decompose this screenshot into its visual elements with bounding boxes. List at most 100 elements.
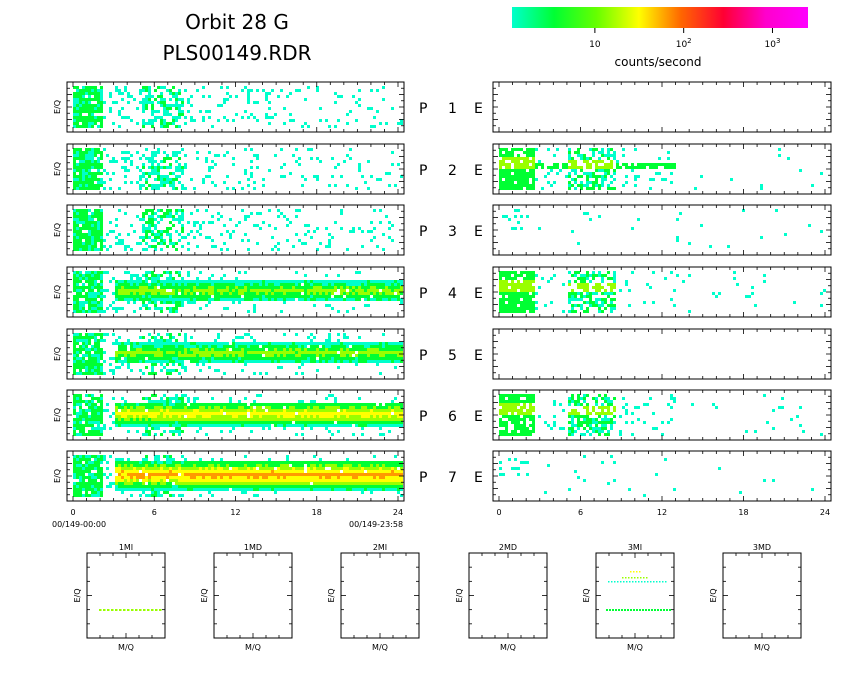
- heatmap-cell: [115, 298, 118, 301]
- heatmap-cell: [181, 301, 184, 304]
- heatmap-cell: [394, 357, 397, 360]
- heatmap-cell: [151, 215, 154, 218]
- heatmap-cell: [121, 286, 124, 289]
- heatmap-cell: [94, 412, 97, 415]
- heatmap-cell: [175, 430, 178, 433]
- heatmap-cell: [355, 187, 358, 190]
- heatmap-cell: [175, 107, 178, 110]
- heatmap-cell: [142, 467, 145, 470]
- heatmap-cell: [262, 473, 265, 476]
- heatmap-cell: [214, 163, 217, 166]
- heatmap-cell: [229, 470, 232, 473]
- heatmap-cell: [94, 409, 97, 412]
- heatmap-cell: [388, 283, 391, 286]
- heatmap-cell: [130, 464, 133, 467]
- heatmap-cell: [100, 351, 103, 354]
- heatmap-cell: [214, 245, 217, 248]
- heatmap-cell: [316, 412, 319, 415]
- heatmap-cell: [142, 351, 145, 354]
- heatmap-cell: [361, 485, 364, 488]
- heatmap-cell: [79, 163, 82, 166]
- heatmap-cell: [142, 295, 145, 298]
- heatmap-cell: [160, 178, 163, 181]
- heatmap-cell: [361, 354, 364, 357]
- heatmap-cell: [250, 461, 253, 464]
- heatmap-cell: [304, 233, 307, 236]
- heatmap-cell: [145, 95, 148, 98]
- heatmap-cell: [73, 403, 76, 406]
- heatmap-cell: [157, 482, 160, 485]
- heatmap-cell: [217, 360, 220, 363]
- heatmap-cell: [85, 110, 88, 113]
- heatmap-cell: [376, 412, 379, 415]
- heatmap-cell: [304, 283, 307, 286]
- heatmap-cell: [298, 464, 301, 467]
- heatmap-cell: [115, 354, 118, 357]
- heatmap-cell: [190, 345, 193, 348]
- heatmap-cell: [76, 116, 79, 119]
- heatmap-cell: [73, 160, 76, 163]
- heatmap-cell: [82, 455, 85, 458]
- heatmap-cell: [181, 430, 184, 433]
- heatmap-cell: [319, 467, 322, 470]
- heatmap-cell: [163, 421, 166, 424]
- heatmap-cell: [175, 403, 178, 406]
- heatmap-cell: [286, 348, 289, 351]
- heatmap-cell: [268, 424, 271, 427]
- heatmap-cell: [130, 348, 133, 351]
- heatmap-cell: [91, 333, 94, 336]
- heatmap-cell: [73, 248, 76, 251]
- heatmap-cell: [79, 271, 82, 274]
- heatmap-cell: [256, 415, 259, 418]
- heatmap-cell: [151, 172, 154, 175]
- heatmap-cell: [136, 409, 139, 412]
- heatmap-cell: [355, 360, 358, 363]
- heatmap-cell: [82, 122, 85, 125]
- heatmap-cell: [145, 271, 148, 274]
- heatmap-cell: [220, 424, 223, 427]
- heatmap-cell: [385, 412, 388, 415]
- heatmap-cell: [301, 342, 304, 345]
- heatmap-cell: [214, 283, 217, 286]
- heatmap-cell: [148, 354, 151, 357]
- heatmap-cell: [235, 336, 238, 339]
- heatmap-cell: [172, 470, 175, 473]
- heatmap-cell: [379, 345, 382, 348]
- heatmap-cell: [73, 101, 76, 104]
- heatmap-cell: [97, 400, 100, 403]
- heatmap-cell: [271, 360, 274, 363]
- heatmap-cell: [157, 354, 160, 357]
- heatmap-cell: [151, 151, 154, 154]
- heatmap-cell: [199, 412, 202, 415]
- heatmap-cell: [361, 283, 364, 286]
- heatmap-cell: [124, 424, 127, 427]
- heatmap-cell: [88, 236, 91, 239]
- heatmap-cell: [346, 154, 349, 157]
- heatmap-cell: [391, 107, 394, 110]
- heatmap-cell: [178, 360, 181, 363]
- heatmap-cell: [76, 310, 79, 313]
- heatmap-cell: [91, 307, 94, 310]
- heatmap-cell: [160, 181, 163, 184]
- heatmap-cell: [151, 233, 154, 236]
- heatmap-cell: [382, 248, 385, 251]
- heatmap-cell: [85, 107, 88, 110]
- heatmap-cell: [151, 154, 154, 157]
- heatmap-cell: [76, 485, 79, 488]
- heatmap-cell: [319, 242, 322, 245]
- heatmap-cell: [361, 280, 364, 283]
- heatmap-cell: [127, 418, 130, 421]
- heatmap-cell: [91, 148, 94, 151]
- heatmap-cell: [355, 280, 358, 283]
- heatmap-cell: [268, 476, 271, 479]
- heatmap-cell: [199, 224, 202, 227]
- heatmap-cell: [199, 345, 202, 348]
- heatmap-cell: [145, 421, 148, 424]
- heatmap-cell: [160, 119, 163, 122]
- heatmap-cell: [220, 233, 223, 236]
- heatmap-cell: [361, 482, 364, 485]
- heatmap-cell: [112, 292, 115, 295]
- heatmap-cell: [139, 485, 142, 488]
- heatmap-cell: [286, 406, 289, 409]
- heatmap-cell: [199, 283, 202, 286]
